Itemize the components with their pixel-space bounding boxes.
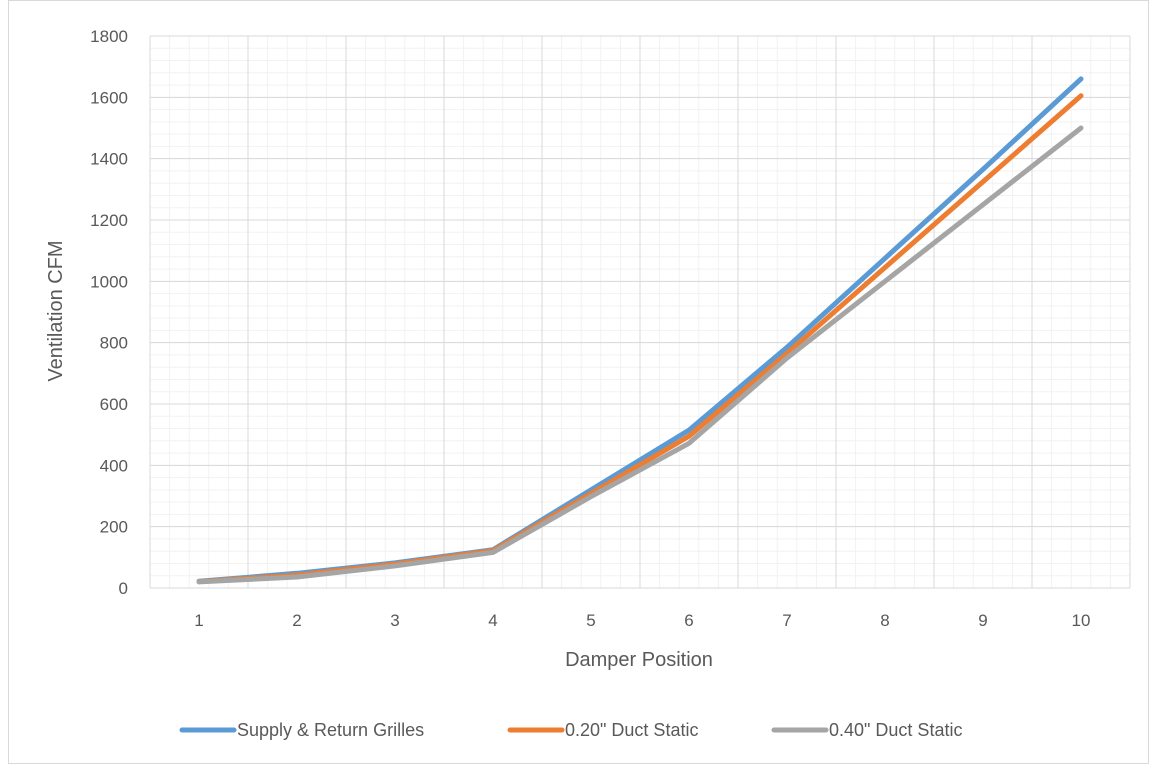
y-tick-label: 600 [100,395,128,414]
legend-label-3: 0.40" Duct Static [829,720,962,740]
y-tick-label: 1800 [90,27,128,46]
x-tick-label: 1 [194,611,203,630]
y-tick-label: 1400 [90,150,128,169]
y-tick-label: 800 [100,334,128,353]
y-tick-label: 0 [119,579,128,598]
legend: Supply & Return Grilles 0.20" Duct Static… [182,720,962,740]
legend-label-1: Supply & Return Grilles [237,720,424,740]
y-tick-label: 1200 [90,211,128,230]
x-tick-label: 7 [782,611,791,630]
x-tick-label: 10 [1072,611,1091,630]
y-tick-label: 1000 [90,272,128,291]
x-tick-label: 3 [390,611,399,630]
x-tick-label: 2 [292,611,301,630]
x-tick-label: 5 [586,611,595,630]
x-axis-title: Damper Position [565,649,713,671]
legend-label-2: 0.20" Duct Static [565,720,698,740]
y-tick-label: 400 [100,456,128,475]
x-tick-label: 4 [488,611,497,630]
x-tick-label: 9 [978,611,987,630]
x-tick-label: 8 [880,611,889,630]
x-tick-label: 6 [684,611,693,630]
y-tick-label: 200 [100,518,128,537]
y-tick-label: 1600 [90,88,128,107]
y-axis-title: Ventilation CFM [45,240,67,381]
